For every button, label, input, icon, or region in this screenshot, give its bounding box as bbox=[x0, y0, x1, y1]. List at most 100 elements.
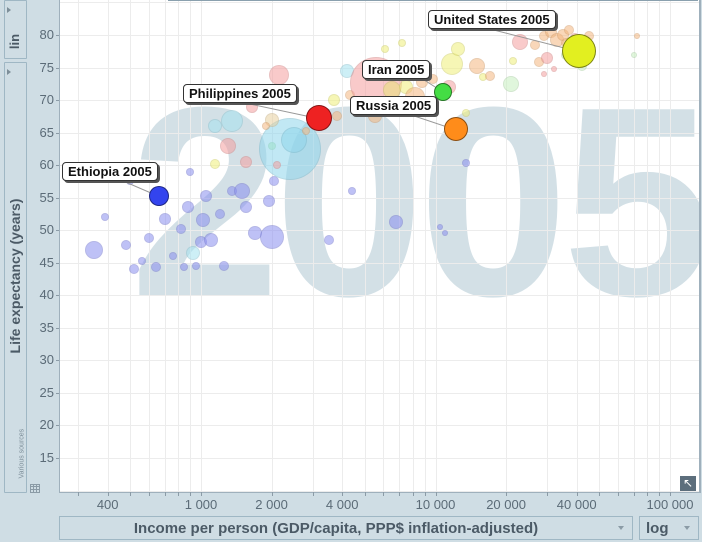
y-tick-label: 25 bbox=[39, 384, 54, 400]
x-scale-selector[interactable]: log bbox=[639, 516, 699, 540]
x-tick-mark bbox=[178, 492, 180, 496]
country-bubble bbox=[181, 200, 194, 213]
x-tick-mark bbox=[547, 492, 549, 496]
x-tick-label: 20 000 bbox=[486, 497, 526, 512]
country-bubble bbox=[203, 233, 218, 247]
highlighted-bubble bbox=[562, 34, 597, 69]
y-tick-label: 50 bbox=[39, 222, 54, 238]
y-tick-mark bbox=[56, 360, 60, 362]
country-bubble bbox=[214, 208, 225, 219]
country-bubble bbox=[143, 233, 154, 244]
grid-line-vertical bbox=[659, 0, 661, 492]
grid-line-vertical bbox=[435, 0, 437, 492]
country-bubble bbox=[169, 252, 178, 261]
country-bubble bbox=[239, 201, 252, 214]
x-tick-label: 100 000 bbox=[646, 497, 694, 512]
plot-top-border bbox=[168, 0, 698, 1]
y-tick-label: 30 bbox=[39, 352, 54, 368]
chevron-down-icon bbox=[684, 526, 690, 530]
x-tick-mark bbox=[576, 492, 578, 496]
grid-line-vertical bbox=[424, 0, 426, 492]
y-tick-mark bbox=[56, 295, 60, 297]
y-tick-mark bbox=[56, 230, 60, 232]
grid-line-vertical bbox=[547, 0, 549, 492]
y-tick-label: 55 bbox=[39, 189, 54, 205]
y-scale-label[interactable]: lin bbox=[7, 33, 22, 50]
grid-line-horizontal bbox=[60, 360, 699, 362]
country-bubble bbox=[220, 109, 243, 132]
y-axis-indicator-selector[interactable] bbox=[4, 62, 27, 493]
country-bubble bbox=[175, 223, 186, 234]
chevron-down-icon bbox=[618, 526, 624, 530]
triangle-right-icon[interactable] bbox=[7, 7, 11, 13]
y-tick-mark bbox=[56, 165, 60, 167]
x-tick-mark bbox=[271, 492, 273, 496]
grid-line-vertical bbox=[599, 0, 601, 492]
x-tick-mark bbox=[647, 492, 649, 496]
x-tick-mark bbox=[506, 492, 508, 496]
grid-line-horizontal bbox=[60, 490, 699, 492]
country-bubble bbox=[428, 74, 439, 85]
country-bubble bbox=[381, 45, 390, 54]
x-axis-indicator-selector[interactable]: Income per person (GDP/capita, PPP$ infl… bbox=[59, 516, 633, 540]
y-tick-mark bbox=[56, 197, 60, 199]
grid-line-vertical bbox=[312, 0, 314, 492]
x-tick-mark bbox=[617, 492, 619, 496]
country-bubble bbox=[191, 262, 200, 271]
table-icon[interactable] bbox=[30, 484, 40, 493]
country-bubble bbox=[263, 194, 275, 207]
x-tick-mark bbox=[599, 492, 601, 496]
x-tick-mark bbox=[78, 492, 80, 496]
grid-line-vertical bbox=[399, 0, 401, 492]
y-tick-label: 80 bbox=[39, 27, 54, 42]
x-tick-mark bbox=[107, 492, 109, 496]
x-tick-mark bbox=[424, 492, 426, 496]
grid-line-vertical bbox=[670, 0, 671, 492]
x-tick-label: 40 000 bbox=[556, 497, 597, 512]
x-tick-mark bbox=[659, 492, 661, 496]
country-bubble bbox=[437, 223, 444, 230]
country-bubble bbox=[509, 57, 518, 66]
y-tick-label: 20 bbox=[39, 417, 54, 433]
y-tick-label: 65 bbox=[39, 124, 54, 140]
grid-line-horizontal bbox=[60, 295, 699, 297]
grid-line-vertical bbox=[342, 0, 344, 492]
y-tick-label: 40 bbox=[39, 287, 54, 303]
country-label: United States 2005 bbox=[428, 10, 556, 29]
country-bubble bbox=[347, 187, 356, 196]
grid-line-horizontal bbox=[60, 197, 699, 199]
country-bubble bbox=[150, 262, 161, 273]
triangle-right-icon[interactable] bbox=[7, 69, 11, 75]
expand-icon[interactable]: ↖ bbox=[680, 476, 696, 491]
country-bubble bbox=[328, 94, 341, 107]
y-tick-label: 70 bbox=[39, 92, 54, 108]
country-bubble bbox=[451, 42, 466, 57]
grid-line-vertical bbox=[364, 0, 366, 492]
grid-line-vertical bbox=[576, 0, 578, 492]
country-bubble bbox=[196, 213, 211, 228]
y-axis-label[interactable]: Life expectancy (years) bbox=[7, 198, 23, 354]
y-scale-selector[interactable] bbox=[4, 0, 27, 59]
country-bubble bbox=[268, 65, 289, 86]
grid-line-vertical bbox=[383, 0, 385, 492]
grid-line-horizontal bbox=[60, 458, 699, 460]
country-bubble bbox=[218, 261, 229, 272]
country-bubble bbox=[633, 33, 640, 40]
y-tick-label: 45 bbox=[39, 254, 54, 270]
plot-area[interactable]: 2005 Ethiopia 2005 Philippines 2005 Iran 2… bbox=[59, 0, 701, 493]
country-bubble bbox=[199, 189, 212, 202]
country-bubble bbox=[563, 24, 574, 35]
country-bubble bbox=[331, 111, 342, 122]
country-bubble bbox=[121, 239, 132, 250]
country-bubble bbox=[158, 212, 171, 225]
grid-line-horizontal bbox=[60, 230, 699, 232]
y-tick-mark bbox=[56, 67, 60, 69]
country-bubble bbox=[259, 224, 284, 249]
country-bubble bbox=[462, 109, 471, 118]
country-bubble bbox=[180, 263, 189, 272]
country-bubble bbox=[441, 53, 464, 76]
country-bubble bbox=[442, 230, 449, 237]
y-tick-mark bbox=[56, 425, 60, 427]
country-label: Philippines 2005 bbox=[183, 84, 297, 103]
y-tick-label: 60 bbox=[39, 157, 54, 173]
